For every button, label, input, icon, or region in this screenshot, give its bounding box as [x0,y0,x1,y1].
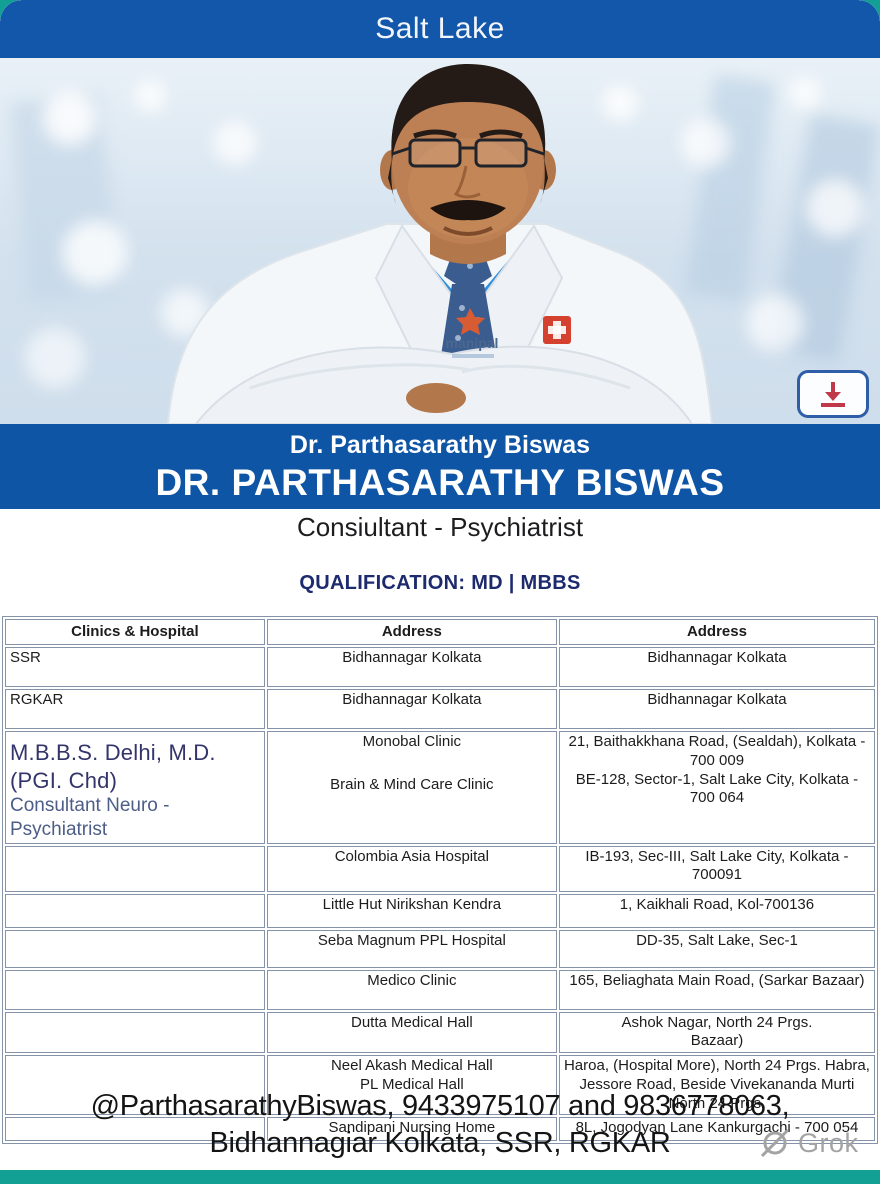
table-row: SSR Bidhannagar Kolkata Bidhannagar Kolk… [5,647,875,687]
red-cross-patch [543,316,571,344]
table-header-row: Clinics & Hospital Address Address [5,619,875,645]
cell-clinic: Brain & Mind Care Clinic [330,775,494,793]
table-row: Colombia Asia Hospital IB-193, Sec-III, … [5,845,875,892]
cell-clinic: RGKAR [5,689,265,729]
cell-clinic: Colombia Asia Hospital [266,845,557,892]
cell-address: IB-193, Sec-III, Salt Lake City, Kolkata… [558,845,875,892]
table-row: Medico Clinic 165, Beliaghata Main Road,… [5,969,875,1010]
location-header: Salt Lake [0,0,880,58]
location-title: Salt Lake [375,12,505,45]
cell-address: Bidhannagar Kolkata [558,689,875,729]
clinics-table: Clinics & Hospital Address Address SSR B… [2,616,878,1145]
grok-label: Grok [798,1127,859,1158]
designation-subtitle: Consiultant - Psychiatrist [296,512,584,542]
doctor-photo: manipal [0,58,880,424]
col-header-clinics: Clinics & Hospital [5,619,265,645]
cell-address: 21, Baithakkhana Road, (Sealdah), Kolkat… [568,733,866,769]
cell-address: Ashok Nagar, North 24 Prgs. [621,1013,813,1031]
cell-clinic: SSR [5,647,265,687]
grok-logo-icon [760,1128,790,1158]
col-header-address1: Address [266,619,557,645]
doctor-figure: manipal [166,64,714,424]
cell-clinic: Medico Clinic [266,969,557,1010]
download-button[interactable] [797,370,869,418]
cell-clinic: Dutta Medical Hall [266,1011,557,1053]
table-row: RGKAR Bidhannagar Kolkata Bidhannagar Ko… [5,689,875,729]
cell-clinic: Neel Akash Medical Hall [330,1057,493,1074]
table-row: Seba Magnum PPL Hospital DD-35, Salt Lak… [5,929,875,968]
cell-address: Bazaar) [690,1032,744,1050]
credential-line2: Consultant Neuro - Psychiatrist [10,795,170,840]
cell-address: Bidhannagar Kolkata [266,689,557,729]
cell-clinic: Seba Magnum PPL Hospital [266,929,557,968]
cell-address: 165, Beliaghata Main Road, (Sarkar Bazaa… [558,969,875,1010]
cell-address: BE-128, Sector-1, Salt Lake City, Kolkat… [575,770,859,807]
table-row: Neel Akash Medical Hall PL Medical Hall … [5,1055,875,1116]
cell-clinic: Little Hut Nirikshan Kendra [266,893,557,928]
cell-address: Haroa, (Hospital More), North 24 Prgs. H… [558,1055,875,1116]
qualification-text: QUALIFICATION: MD | MBBS [299,572,581,594]
glasses [391,138,545,168]
table-row: Dutta Medical Hall Ashok Nagar, North 24… [5,1011,875,1053]
svg-text:manipal: manipal [446,335,499,351]
name-banner: Dr. Parthasarathy Biswas DR. PARTHASARAT… [0,424,880,509]
table-row: Little Hut Nirikshan Kendra 1, Kaikhali … [5,893,875,928]
cell-address: DD-35, Salt Lake, Sec-1 [558,929,875,968]
doctor-name-small: Dr. Parthasarathy Biswas [289,430,591,459]
contact-footer: @ParthasarathyBiswas, 9433975107 and 983… [0,1088,880,1162]
download-icon [821,382,845,407]
cell-address: Bidhannagar Kolkata [266,647,557,687]
cell-address: Bidhannagar Kolkata [558,647,875,687]
doctor-name-large: DR. PARTHASARATHY BISWAS [155,461,725,503]
contact-line2: Bidhannagiar Kolkata, SSR, RGKAR [209,1127,671,1159]
contact-line1: @ParthasarathyBiswas, 9433975107 and 983… [90,1090,790,1122]
cell-clinic: Monobal Clinic [362,733,462,750]
cell-clinic: Sandipani Nursing Home [266,1117,557,1142]
cell-address: 1, Kaikhali Road, Kol-700136 [558,893,875,928]
col-header-address2: Address [558,619,875,645]
manipal-badge: manipal [446,308,499,358]
grok-watermark: Grok [758,1126,859,1160]
table-row: M.B.B.S. Delhi, M.D. (PGI. Chd) Consulta… [5,731,875,844]
cell-clinic: PL Medical Hall [360,1075,464,1093]
credential-line1: M.B.B.S. Delhi, M.D. (PGI. Chd) [10,740,216,793]
